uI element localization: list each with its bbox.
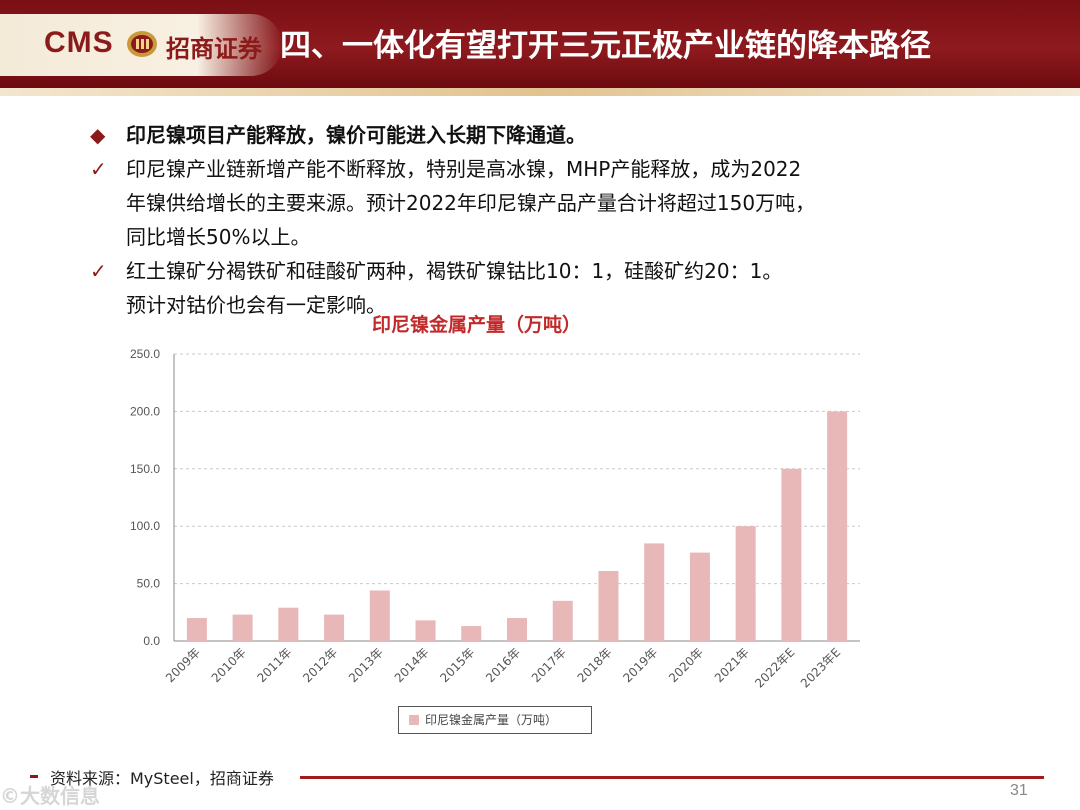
diamond-bullet-icon: ◆ <box>90 123 106 147</box>
footer-marker <box>30 775 38 778</box>
bar <box>324 614 345 641</box>
bar <box>689 552 710 641</box>
footer-rule <box>300 776 1044 779</box>
bullet-item: ✓ 印尼镍产业链新增产能不断释放，特别是高冰镍，MHP产能释放，成为2022 <box>90 152 1040 186</box>
bullet-text: 印尼镍产业链新增产能不断释放，特别是高冰镍，MHP产能释放，成为2022 <box>126 157 802 181</box>
bullet-text: 年镍供给增长的主要来源。预计2022年印尼镍产品产量合计将超过150万吨， <box>126 191 816 215</box>
chart-title: 印尼镍金属产量（万吨） <box>372 314 582 336</box>
source-note: 资料来源：MySteel，招商证券 <box>50 769 274 788</box>
bar <box>369 590 390 641</box>
x-tick-label: 2010年 <box>209 645 249 685</box>
bullet-text: 预计对钴价也会有一定影响。 <box>126 293 386 317</box>
bullet-continuation: 同比增长50%以上。 <box>90 220 1040 254</box>
bar <box>186 618 207 641</box>
x-tick-label: 2020年 <box>666 645 706 685</box>
x-tick-label: 2015年 <box>437 645 477 685</box>
bar <box>781 468 802 641</box>
watermark: ©大数信息 <box>0 784 100 808</box>
x-tick-label: 2018年 <box>575 645 615 685</box>
x-tick-label: 2009年 <box>163 645 203 685</box>
bar <box>415 620 436 641</box>
bar <box>598 570 619 641</box>
x-tick-label: 2017年 <box>529 645 569 685</box>
y-tick-label: 50.0 <box>137 577 161 591</box>
x-tick-label: 2012年 <box>300 645 340 685</box>
y-tick-label: 250.0 <box>130 347 160 361</box>
bullet-continuation: 预计对钴价也会有一定影响。 <box>90 288 1040 322</box>
bar <box>552 600 573 641</box>
x-tick-label: 2013年 <box>346 645 386 685</box>
x-tick-label: 2023年E <box>798 645 843 690</box>
page-number: 31 <box>1010 782 1028 799</box>
logo-cms-text: CMS <box>44 26 114 59</box>
bullet-item: ◆ 印尼镍项目产能释放，镍价可能进入长期下降通道。 <box>90 118 1040 152</box>
bullet-text: 印尼镍项目产能释放，镍价可能进入长期下降通道。 <box>126 123 586 147</box>
x-tick-label: 2011年 <box>254 645 294 685</box>
bullet-text: 红土镍矿分褐铁矿和硅酸矿两种，褐铁矿镍钴比10：1，硅酸矿约20：1。 <box>126 259 783 283</box>
logo-emblem-icon <box>127 31 157 57</box>
x-tick-label: 2021年 <box>712 645 752 685</box>
slide-title: 四、一体化有望打开三元正极产业链的降本路径 <box>280 28 931 64</box>
bar <box>507 618 527 641</box>
x-tick-label: 2016年 <box>483 645 523 685</box>
bullet-item: ✓ 红土镍矿分褐铁矿和硅酸矿两种，褐铁矿镍钴比10：1，硅酸矿约20：1。 <box>90 254 1040 288</box>
bullet-continuation: 年镍供给增长的主要来源。预计2022年印尼镍产品产量合计将超过150万吨， <box>90 186 1040 220</box>
chart-legend: 印尼镍金属产量（万吨） <box>398 706 592 734</box>
x-tick-label: 2019年 <box>620 645 660 685</box>
bar <box>232 614 253 641</box>
checkmark-icon: ✓ <box>90 157 107 181</box>
x-tick-label: 2022年E <box>752 645 797 690</box>
logo-company-name: 招商证券 <box>166 34 262 63</box>
legend-label: 印尼镍金属产量（万吨） <box>425 713 558 727</box>
bar <box>461 626 482 641</box>
bullet-list: ◆ 印尼镍项目产能释放，镍价可能进入长期下降通道。 ✓ 印尼镍产业链新增产能不断… <box>90 118 1040 322</box>
x-tick-label: 2014年 <box>392 645 432 685</box>
bar <box>278 607 299 641</box>
y-tick-label: 200.0 <box>130 404 160 418</box>
bar <box>827 411 848 641</box>
checkmark-icon: ✓ <box>90 259 107 283</box>
bar <box>644 543 665 641</box>
header-accent-stripe <box>0 88 1080 96</box>
bullet-text: 同比增长50%以上。 <box>126 225 311 249</box>
y-tick-label: 100.0 <box>130 519 160 533</box>
bar <box>735 526 756 641</box>
legend-swatch <box>409 715 419 725</box>
y-tick-label: 150.0 <box>130 462 160 476</box>
y-tick-label: 0.0 <box>143 634 160 648</box>
